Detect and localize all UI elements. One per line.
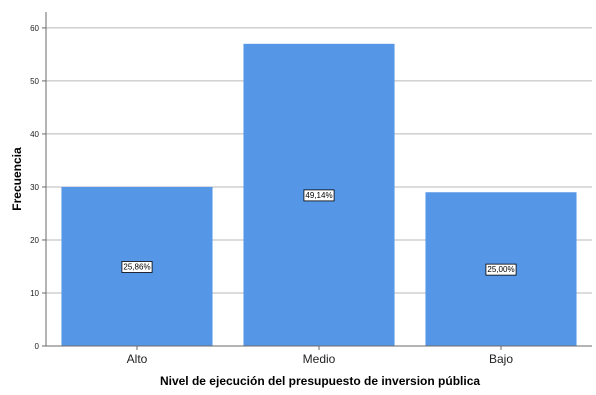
y-axis-title: Frecuencia	[10, 147, 24, 211]
y-tick-label: 30	[30, 183, 39, 192]
axes: 0 10 20 30 40 50 60 Alto Medio Bajo	[30, 12, 592, 366]
data-label-box	[303, 189, 335, 202]
y-tick-label: 0	[35, 342, 40, 351]
y-tick-label: 10	[30, 289, 39, 298]
x-axis-title: Nivel de ejecución del presupuesto de in…	[160, 374, 480, 388]
x-tick-label: Bajo	[489, 352, 513, 366]
data-label: 49,14%	[303, 189, 335, 202]
data-label: 25,00%	[485, 263, 517, 276]
data-label: 25,86%	[121, 261, 153, 273]
y-tick-label: 20	[30, 236, 39, 245]
data-label-text: 25,86%	[123, 262, 150, 271]
x-tick-label: Alto	[127, 352, 148, 366]
data-label-text: 49,14%	[305, 191, 332, 200]
y-tick-label: 50	[30, 77, 39, 86]
x-tick-label: Medio	[303, 352, 336, 366]
data-labels: 25,86% 49,14% 25,00%	[121, 189, 517, 276]
y-tick-label: 60	[30, 24, 39, 33]
data-label-text: 25,00%	[487, 265, 514, 274]
data-label-box	[121, 261, 153, 273]
data-label-box	[485, 263, 517, 276]
y-tick-label: 40	[30, 130, 39, 139]
